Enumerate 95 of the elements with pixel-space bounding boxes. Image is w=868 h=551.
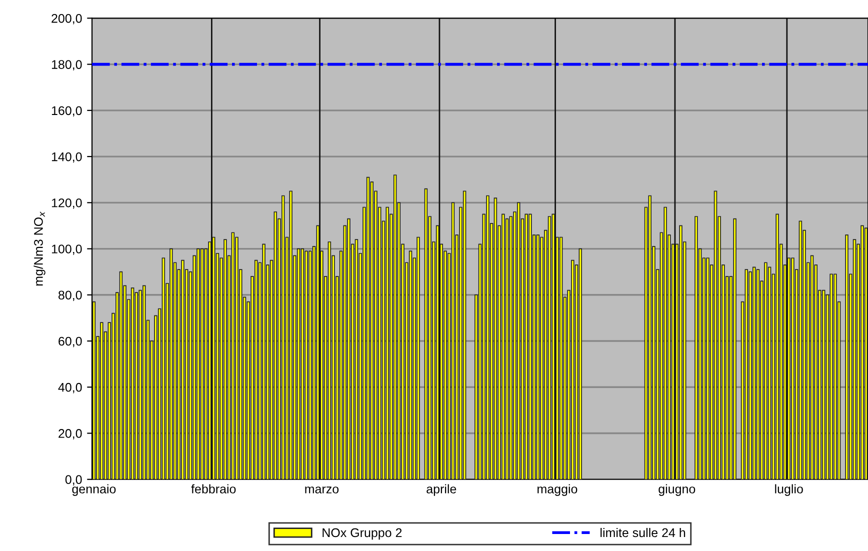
bar (142, 285, 146, 480)
y-axis-title: mg/Nm3 NO$_{x}$ (34, 212, 46, 286)
bar (752, 266, 756, 480)
y-tick-label: 40,0 (58, 382, 82, 394)
y-tick-label: 80,0 (58, 290, 82, 302)
bar (296, 248, 300, 480)
bar (424, 188, 428, 480)
bar (679, 225, 682, 480)
bar (528, 214, 532, 480)
bar (502, 214, 505, 480)
y-tick-label: 180,0 (52, 60, 82, 70)
bar (328, 241, 332, 480)
bar (119, 271, 123, 480)
bar (370, 181, 374, 480)
x-tick-label: febbraio (191, 484, 236, 494)
y-tick-label: 120,0 (52, 198, 82, 209)
bar (571, 260, 574, 480)
bar (316, 225, 320, 480)
bar (408, 250, 412, 480)
bar (852, 239, 856, 480)
bar (462, 190, 466, 480)
bar (694, 216, 698, 480)
bar (300, 248, 304, 480)
bar (486, 195, 490, 480)
bar (181, 260, 184, 480)
bar (822, 290, 826, 480)
bar (552, 214, 555, 480)
x-tick-label: giugno (658, 484, 696, 496)
legend-label: NOx Gruppo 2 (322, 528, 402, 540)
bar (281, 195, 285, 480)
bar (798, 220, 802, 480)
bar (274, 211, 278, 480)
y-tick-label: 60,0 (58, 336, 82, 348)
x-tick-label: maggio (538, 484, 578, 496)
bar (744, 269, 748, 480)
bar (714, 190, 718, 480)
bar (231, 232, 235, 480)
legend-label: limite sulle 24 h (600, 528, 686, 538)
y-tick-label: 100,0 (52, 244, 82, 255)
bar (386, 206, 389, 480)
bar (548, 216, 552, 480)
bar (787, 258, 790, 480)
bar (212, 236, 216, 480)
bar (664, 206, 667, 480)
bar (536, 234, 540, 480)
y-tick-label: 0,0 (65, 475, 82, 486)
bar (262, 244, 266, 480)
bar (304, 250, 308, 480)
x-tick-label: marzo (305, 486, 339, 494)
bar (494, 198, 498, 480)
bar (516, 202, 520, 480)
bar (170, 248, 173, 480)
bar (830, 274, 833, 480)
bar (791, 258, 794, 480)
x-tick-label: luglio (775, 484, 803, 496)
bar (289, 190, 292, 480)
x-tick-label: gennaio (72, 484, 116, 496)
bar (733, 218, 736, 480)
x-tick-label: aprile (426, 484, 456, 496)
bar (559, 236, 563, 480)
bar (776, 214, 779, 480)
y-tick-label: 200,0 (52, 14, 82, 24)
bar (162, 258, 166, 480)
bar (436, 225, 440, 480)
bar (208, 241, 212, 480)
bar (578, 248, 582, 480)
bar (764, 262, 768, 480)
bar (224, 239, 227, 480)
bar (524, 214, 528, 480)
bar (864, 228, 868, 480)
bar (451, 202, 455, 480)
bar (254, 260, 258, 480)
bar (748, 271, 752, 480)
bar (810, 255, 814, 480)
bar (860, 225, 864, 480)
bar (347, 218, 350, 480)
y-tick-label: 160,0 (52, 106, 82, 117)
bar (138, 290, 142, 480)
bar (505, 218, 509, 480)
bar (92, 301, 96, 480)
bar (200, 248, 204, 480)
bar (196, 248, 200, 480)
bar (416, 236, 420, 480)
bar (130, 288, 134, 480)
bar (393, 174, 397, 480)
bar (100, 322, 104, 480)
y-tick-label: 140,0 (52, 152, 82, 163)
bar (354, 239, 358, 480)
bar (366, 176, 370, 480)
bar (756, 269, 760, 480)
bar (706, 258, 710, 480)
bar (834, 274, 837, 480)
bar (845, 234, 848, 480)
y-tick-label: 20,0 (58, 429, 82, 440)
bar (648, 195, 652, 480)
